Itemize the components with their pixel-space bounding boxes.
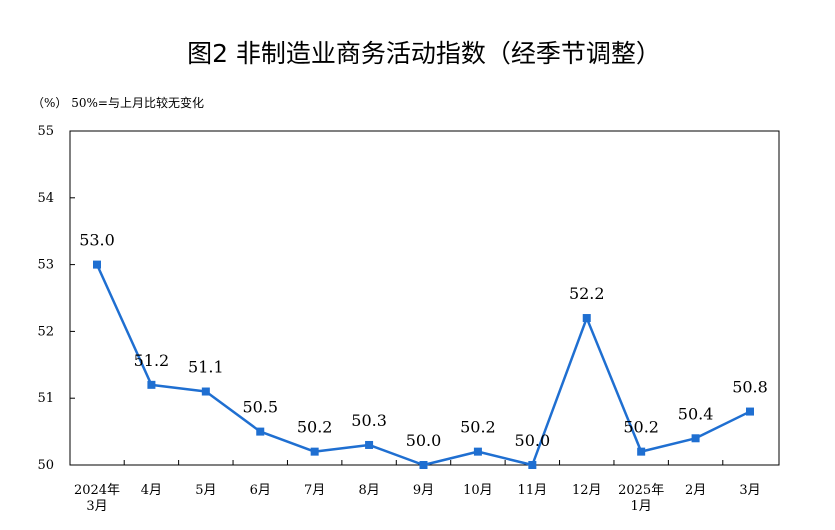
x-tick-label: 2025年 1月 bbox=[618, 483, 664, 514]
data-point bbox=[310, 447, 319, 456]
x-tick-label: 8月 bbox=[358, 483, 379, 498]
x-axis: 2024年 3月 4月 5月 6月 7月 8月 9月 10月 11月 12月 2025年 1月 2月 3月 bbox=[74, 460, 761, 514]
x-tick-label: 11月 bbox=[518, 483, 548, 498]
data-label: 50.2 bbox=[623, 418, 659, 437]
y-axis: 50 51 52 53 54 55 bbox=[37, 124, 75, 473]
plot-frame bbox=[69, 130, 780, 466]
data-point bbox=[691, 434, 700, 443]
data-point bbox=[365, 440, 374, 449]
x-tick-label: 4月 bbox=[141, 483, 162, 498]
y-tick-label: 55 bbox=[37, 124, 54, 139]
y-tick-label: 50 bbox=[37, 458, 54, 473]
unit-note: （%） 50%=与上月比较无变化 bbox=[32, 95, 204, 110]
data-point bbox=[637, 447, 646, 456]
data-label: 50.5 bbox=[242, 398, 278, 417]
chart-title: 图2 非制造业商务活动指数（经季节调整） bbox=[187, 39, 661, 68]
data-point bbox=[256, 427, 265, 436]
x-tick-label: 6月 bbox=[250, 483, 271, 498]
data-point bbox=[201, 387, 210, 396]
x-tick-label: 5月 bbox=[195, 483, 216, 498]
y-tick-label: 52 bbox=[37, 324, 54, 339]
data-label: 50.3 bbox=[351, 411, 387, 430]
x-tick-label: 9月 bbox=[413, 483, 434, 498]
data-point bbox=[528, 461, 537, 469]
data-label: 50.0 bbox=[406, 431, 442, 450]
data-point bbox=[93, 260, 101, 269]
data-label: 51.1 bbox=[188, 358, 224, 377]
data-label: 52.2 bbox=[569, 284, 605, 303]
data-point bbox=[746, 407, 754, 416]
x-tick-label: 2024年 3月 bbox=[74, 483, 120, 514]
y-tick-label: 54 bbox=[37, 191, 54, 206]
series-markers bbox=[93, 260, 754, 469]
data-point bbox=[582, 314, 591, 323]
x-tick-label: 3月 bbox=[739, 483, 760, 498]
data-label: 50.4 bbox=[678, 404, 714, 423]
data-label: 50.8 bbox=[732, 378, 768, 397]
data-labels: 53.0 51.2 51.1 50.5 50.2 50.3 50.0 50.2 50.0 52.2… bbox=[79, 231, 768, 450]
data-label: 50.0 bbox=[515, 431, 551, 450]
data-label: 53.0 bbox=[79, 231, 115, 250]
data-label: 51.2 bbox=[134, 351, 170, 370]
data-point bbox=[419, 461, 428, 469]
data-label: 50.2 bbox=[460, 418, 496, 437]
y-tick-label: 51 bbox=[37, 391, 54, 406]
y-tick-label: 53 bbox=[37, 258, 54, 273]
data-point bbox=[147, 380, 156, 389]
x-tick-label: 7月 bbox=[304, 483, 325, 498]
x-tick-label: 2月 bbox=[685, 483, 706, 498]
x-tick-label: 12月 bbox=[572, 483, 602, 498]
x-tick-label: 10月 bbox=[463, 483, 493, 498]
data-label: 50.2 bbox=[297, 418, 333, 437]
data-point bbox=[473, 447, 482, 456]
